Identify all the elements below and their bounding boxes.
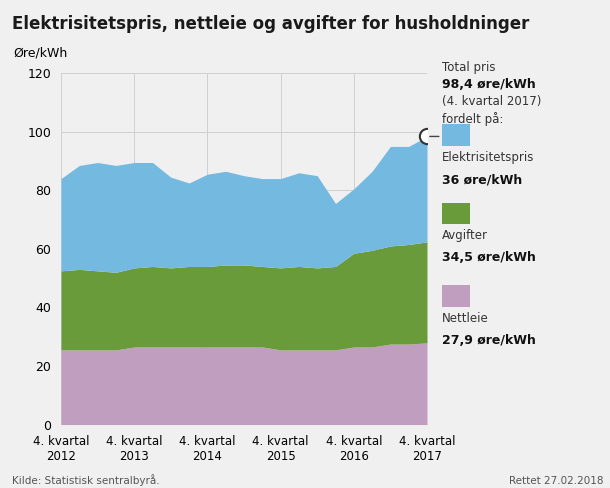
- Text: Avgifter: Avgifter: [442, 229, 488, 243]
- Text: 98,4 øre/kWh: 98,4 øre/kWh: [442, 78, 536, 91]
- Text: fordelt på:: fordelt på:: [442, 112, 504, 126]
- Text: 34,5 øre/kWh: 34,5 øre/kWh: [442, 251, 536, 264]
- Text: Kilde: Statistisk sentralbyrå.: Kilde: Statistisk sentralbyrå.: [12, 474, 160, 486]
- Text: 27,9 øre/kWh: 27,9 øre/kWh: [442, 334, 536, 347]
- Text: Elektrisitetspris, nettleie og avgifter for husholdninger: Elektrisitetspris, nettleie og avgifter …: [12, 15, 529, 33]
- Text: Total pris: Total pris: [442, 61, 496, 74]
- Text: Øre/kWh: Øre/kWh: [13, 46, 68, 59]
- Text: Rettet 27.02.2018: Rettet 27.02.2018: [509, 476, 604, 486]
- Text: (4. kvartal 2017): (4. kvartal 2017): [442, 95, 542, 108]
- Text: Elektrisitetspris: Elektrisitetspris: [442, 151, 534, 164]
- Text: 36 øre/kWh: 36 øre/kWh: [442, 173, 523, 186]
- Text: Nettleie: Nettleie: [442, 312, 489, 325]
